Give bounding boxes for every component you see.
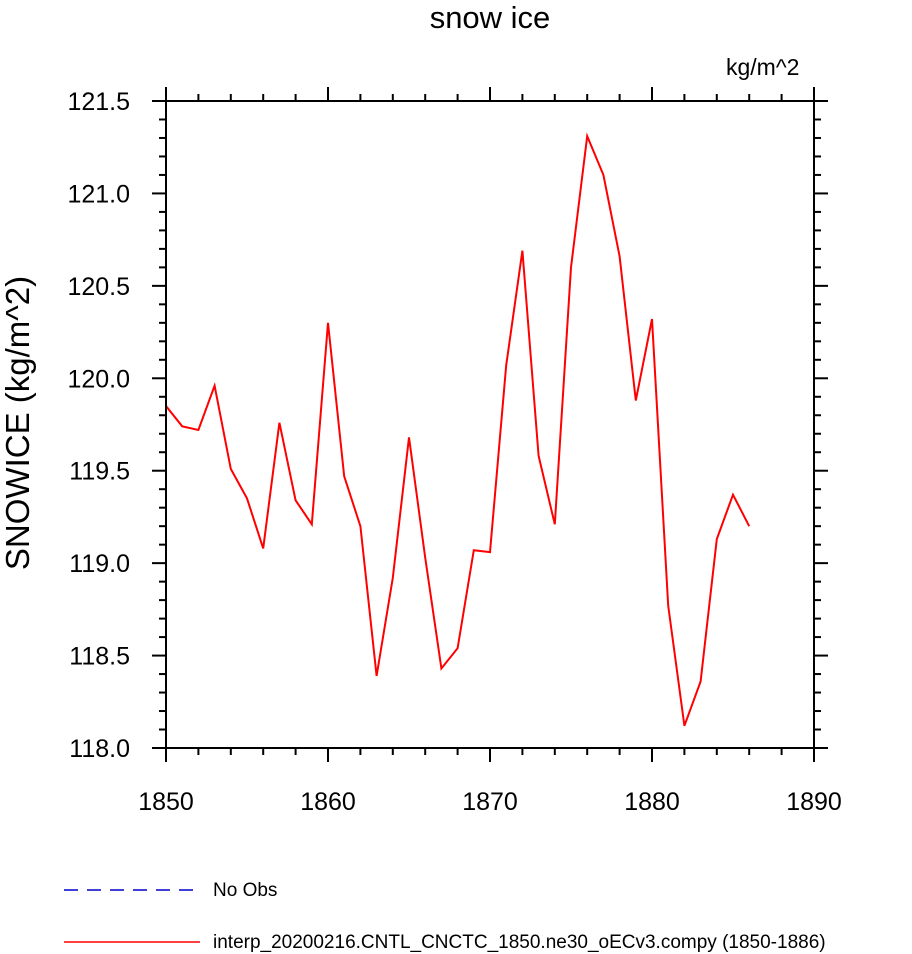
x-tick-label: 1850 (138, 788, 194, 816)
legend-label-model: interp_20200216.CNTL_CNCTC_1850.ne30_oEC… (213, 932, 826, 953)
legend-label-no-obs: No Obs (213, 880, 278, 901)
y-tick-label: 120.0 (67, 365, 130, 393)
y-tick-label: 118.0 (69, 735, 130, 763)
x-tick-label: 1880 (624, 788, 680, 816)
x-tick-label: 1870 (462, 788, 518, 816)
y-tick-label: 119.0 (69, 550, 130, 578)
y-tick-label: 119.5 (69, 458, 130, 486)
chart-title: snow ice (429, 0, 551, 35)
tick-labels: 1850 1860 1870 1880 1890 118.0 118.5 119.0 119.5… (67, 88, 841, 816)
x-tick-label: 1860 (300, 788, 356, 816)
series-line-1 (165, 132, 751, 727)
series-lines (165, 132, 751, 727)
y-tick-label: 121.0 (67, 180, 130, 208)
units-label: kg/m^2 (726, 54, 800, 80)
legend (64, 889, 200, 943)
axis-ticks (152, 87, 828, 762)
y-tick-label: 121.5 (67, 88, 130, 116)
y-tick-label: 118.5 (69, 643, 130, 671)
y-tick-label: 120.5 (67, 273, 130, 301)
plot-frame (165, 100, 815, 749)
x-tick-label: 1890 (786, 788, 842, 816)
